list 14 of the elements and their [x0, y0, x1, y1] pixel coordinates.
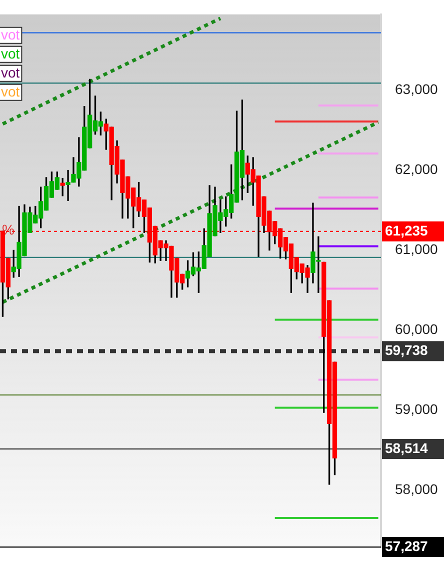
- ref-line-label: 57,287: [385, 538, 428, 554]
- y-tick-label: 58,000: [395, 480, 438, 497]
- ref-line-label: 61,235: [385, 222, 428, 238]
- y-tick-label: 59,000: [395, 400, 438, 417]
- annotation: vot: [1, 64, 20, 80]
- y-tick-label: 60,000: [395, 321, 438, 338]
- y-tick-label: 61,000: [395, 241, 438, 258]
- annotation: vot: [1, 45, 20, 62]
- ref-line-label: 59,738: [385, 342, 428, 358]
- y-tick-label: 62,000: [395, 161, 438, 178]
- y-tick-label: 63,000: [395, 81, 438, 98]
- annotation: vot: [1, 83, 20, 100]
- ref-line-label: 58,514: [385, 440, 428, 456]
- annotation: vot: [1, 26, 20, 42]
